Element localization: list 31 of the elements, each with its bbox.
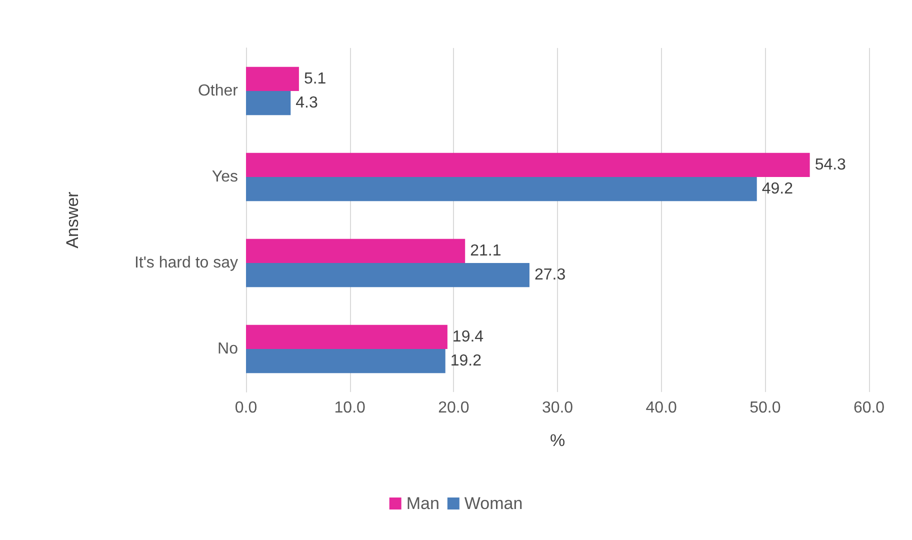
legend-label: Man	[406, 494, 440, 513]
bar	[246, 263, 530, 288]
y-axis-title: Answer	[63, 191, 82, 248]
x-tick-label: 50.0	[750, 400, 781, 416]
data-label: 21.1	[470, 242, 502, 260]
y-tick-label: It's hard to say	[134, 254, 238, 272]
bar	[246, 324, 448, 349]
bar	[246, 238, 466, 263]
data-label: 49.2	[762, 180, 794, 198]
data-label: 19.4	[452, 328, 484, 346]
data-label: 4.3	[296, 94, 318, 112]
bar	[246, 91, 291, 116]
x-tick-label: 60.0	[853, 400, 885, 416]
bar	[246, 66, 299, 91]
x-tick-label: 30.0	[542, 400, 574, 416]
data-label: 19.2	[450, 352, 482, 370]
x-axis-title: %	[550, 431, 566, 450]
x-tick-label: 0.0	[234, 400, 258, 416]
y-tick-label: Yes	[212, 168, 238, 186]
bar	[246, 177, 757, 202]
x-tick-label: 10.0	[334, 400, 366, 416]
y-tick-label: No	[218, 340, 238, 358]
data-label: 5.1	[304, 70, 326, 88]
y-tick-label: Other	[198, 82, 239, 100]
x-tick-label: 20.0	[438, 400, 470, 416]
legend-label: Woman	[464, 494, 523, 513]
bar	[246, 349, 446, 374]
data-label: 54.3	[814, 156, 846, 174]
data-label: 27.3	[534, 266, 566, 284]
x-tick-label: 40.0	[646, 400, 678, 416]
bar	[246, 152, 810, 177]
